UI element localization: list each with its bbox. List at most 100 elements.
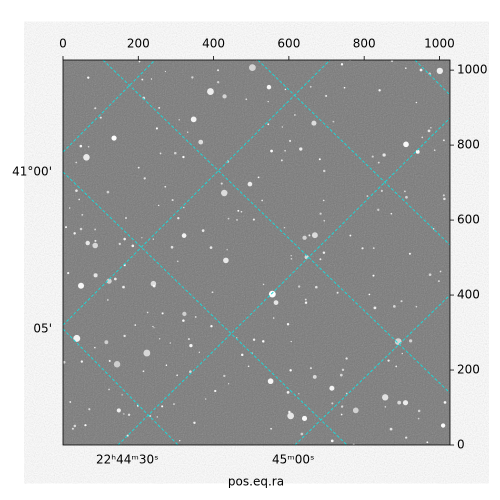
star	[405, 436, 408, 439]
star	[345, 357, 348, 360]
star	[73, 232, 76, 235]
star	[111, 135, 117, 141]
star	[165, 364, 168, 366]
star	[395, 365, 397, 367]
star	[372, 274, 375, 277]
world-x-tick-label: 45ᵐ00ˢ	[272, 453, 315, 467]
x-tick-label: 600	[277, 37, 300, 51]
star	[382, 153, 386, 157]
star	[284, 88, 287, 91]
star	[237, 209, 240, 212]
star	[340, 405, 344, 408]
star	[207, 88, 214, 95]
star	[415, 101, 418, 104]
star	[319, 212, 322, 215]
star	[247, 181, 253, 187]
star	[83, 154, 90, 161]
star	[164, 185, 167, 188]
x-tick-label: 1000	[424, 37, 455, 51]
star	[152, 238, 155, 240]
star	[123, 334, 126, 338]
star	[380, 189, 383, 192]
star	[217, 69, 220, 72]
star	[267, 378, 274, 385]
star	[226, 249, 228, 251]
star	[262, 283, 265, 286]
star	[106, 190, 110, 194]
grid-line	[294, 294, 450, 445]
star	[392, 305, 396, 308]
star	[152, 325, 154, 328]
star	[161, 405, 164, 408]
star	[311, 120, 317, 126]
star	[236, 219, 238, 221]
star	[99, 116, 102, 119]
star	[286, 323, 290, 326]
y2-tick-label: 800	[457, 138, 480, 152]
star	[288, 410, 291, 414]
star	[298, 393, 300, 395]
star	[141, 237, 143, 239]
grid-line	[63, 60, 156, 153]
star	[182, 319, 185, 322]
star	[116, 408, 121, 413]
star	[137, 166, 140, 169]
star	[331, 402, 334, 405]
star	[322, 251, 326, 254]
star	[432, 228, 435, 230]
star	[107, 299, 109, 301]
star	[73, 424, 77, 428]
star	[173, 151, 177, 155]
star	[222, 94, 227, 99]
star	[153, 327, 155, 329]
star	[75, 189, 78, 192]
star	[408, 252, 411, 255]
star	[322, 199, 325, 202]
star	[181, 233, 187, 238]
star	[262, 340, 265, 343]
star	[270, 149, 273, 153]
star	[150, 78, 153, 80]
star	[373, 306, 377, 310]
star	[384, 406, 387, 408]
star	[189, 370, 192, 374]
star	[309, 85, 312, 88]
star	[240, 353, 244, 357]
star	[141, 78, 144, 81]
star	[189, 343, 193, 348]
star	[428, 273, 432, 277]
star	[400, 300, 403, 303]
y2-tick-label: 600	[457, 213, 480, 227]
star	[415, 305, 418, 308]
star	[118, 242, 121, 246]
star	[248, 64, 256, 72]
star	[308, 234, 311, 237]
star	[397, 400, 402, 405]
star	[283, 226, 286, 229]
star	[377, 161, 380, 164]
star	[65, 226, 68, 229]
star	[187, 338, 191, 341]
star	[209, 246, 213, 249]
image-noise	[63, 60, 450, 445]
star	[92, 242, 98, 249]
y2-tick-label: 200	[457, 363, 480, 377]
star	[319, 258, 322, 261]
star	[267, 123, 270, 126]
star	[170, 245, 174, 249]
star	[78, 282, 85, 289]
star	[252, 218, 255, 221]
star	[211, 291, 214, 294]
y2-tick-label: 0	[457, 438, 465, 452]
star	[173, 403, 175, 405]
star	[123, 413, 125, 415]
star	[442, 139, 445, 142]
star	[268, 290, 276, 298]
grid-line	[117, 117, 450, 445]
star	[124, 216, 128, 220]
star	[142, 370, 145, 373]
star	[88, 408, 91, 411]
star	[69, 207, 71, 209]
star	[193, 421, 196, 424]
